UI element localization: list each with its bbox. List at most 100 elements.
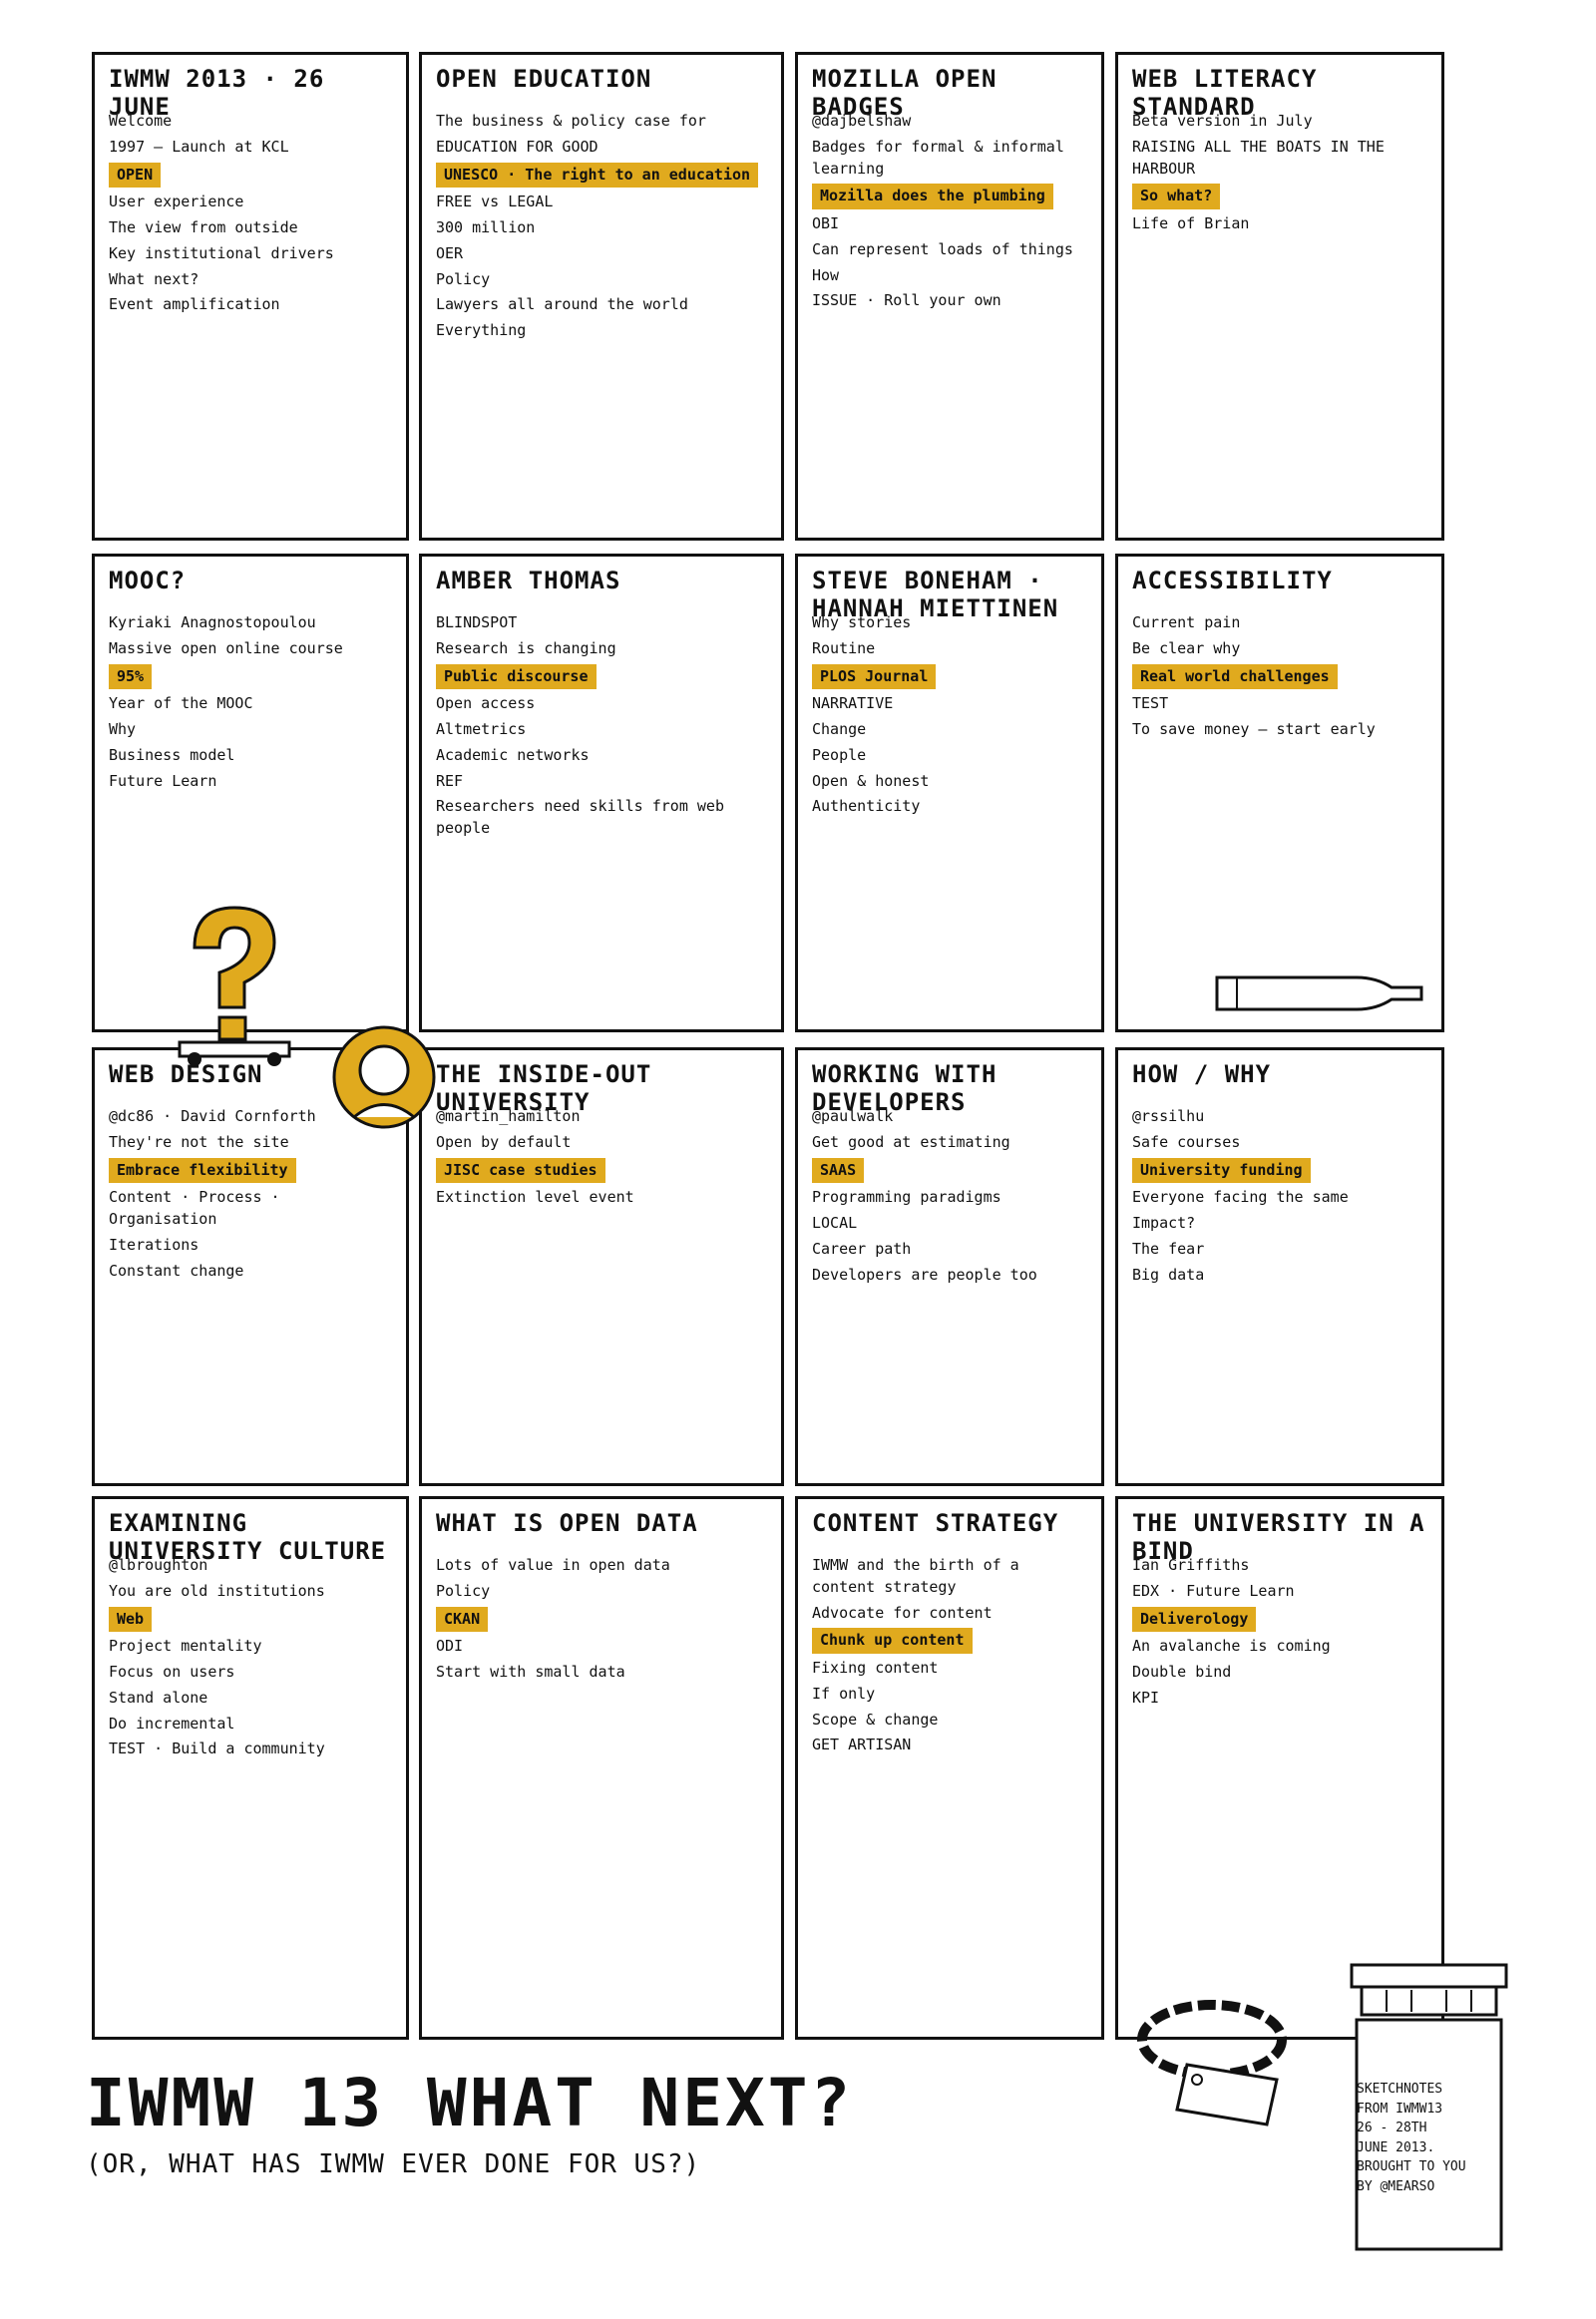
panel-note: Badges for formal & informal learning bbox=[812, 137, 1064, 178]
panel-note: Life of Brian bbox=[1132, 214, 1250, 232]
sketch-panel: Accessibility Current pain Be clear why Rea… bbox=[1115, 554, 1444, 1032]
panel-note: Get good at estimating bbox=[812, 1132, 1010, 1151]
panel-note: BLINDSPOT bbox=[436, 613, 518, 631]
panel-note: UNESCO · The right to an education bbox=[436, 162, 759, 189]
panel-note: Big data bbox=[1132, 1265, 1205, 1284]
panel-title: Steve Boneham · Hannah Miettinen bbox=[812, 567, 1059, 622]
sketch-panel: What is Open Data Lots of value in open d… bbox=[419, 1496, 784, 2040]
panel-note: 95% bbox=[109, 663, 153, 690]
credit-line: SKETCHNOTES bbox=[1357, 2082, 1443, 2097]
panel-note: Programming paradigms bbox=[812, 1188, 1001, 1207]
panel-title: IWMW 2013 · 26 June bbox=[109, 65, 325, 121]
panel-title: The Inside-Out University bbox=[436, 1060, 652, 1116]
panel-note: Impact? bbox=[1132, 1214, 1196, 1232]
question-mark-sculpture-icon bbox=[178, 906, 291, 1066]
panel-notes: Why stories Routine PLOS Journal NARRATIVE C… bbox=[812, 612, 1087, 822]
panel-notes: Beta version in July RAISING ALL THE BOAT… bbox=[1132, 111, 1427, 239]
sketch-panel: The Inside-Out University @martin_hamilto… bbox=[419, 1047, 784, 1486]
panel-note: Policy bbox=[436, 269, 491, 288]
panel-note: Key institutional drivers bbox=[109, 243, 334, 262]
panel-title: Web Literacy Standard bbox=[1132, 65, 1318, 121]
panel-note: So what? bbox=[1132, 184, 1221, 209]
panel-note: Kyriaki Anagnostopoulou bbox=[109, 613, 316, 631]
panel-note: Ian Griffiths bbox=[1132, 1556, 1250, 1574]
panel-note: Why stories bbox=[812, 613, 912, 631]
panel-note: PLOS Journal bbox=[812, 663, 937, 690]
panel-note: EDX · Future Learn bbox=[1132, 1581, 1295, 1600]
panel-title: Content Strategy bbox=[812, 1509, 1059, 1537]
panel-note: Deliverology bbox=[1132, 1606, 1257, 1633]
panel-note: Why bbox=[109, 720, 137, 738]
panel-note: Current pain bbox=[1132, 613, 1241, 631]
panel-note: Public discourse bbox=[436, 663, 597, 690]
panel-note: Web bbox=[109, 1606, 153, 1633]
panel-note: OPEN bbox=[109, 162, 162, 189]
sketch-panel: Steve Boneham · Hannah Miettinen Why stor… bbox=[795, 554, 1104, 1032]
panel-note: Focus on users bbox=[109, 1663, 235, 1681]
panel-notes: @dc86 · David Cornforth They're not the s… bbox=[109, 1106, 392, 1286]
panel-note: EDUCATION FOR GOOD bbox=[436, 137, 598, 156]
panel-note: LOCAL bbox=[812, 1214, 858, 1232]
panel-note: Lots of value in open data bbox=[436, 1556, 670, 1574]
panel-notes: @dajbelshaw Badges for formal & informal … bbox=[812, 111, 1087, 316]
panel-note: Event amplification bbox=[109, 295, 280, 314]
panel-note: Iterations bbox=[109, 1235, 200, 1254]
panel-notes: BLINDSPOT Research is changing Public disc… bbox=[436, 612, 767, 844]
panel-note: How bbox=[812, 265, 840, 284]
panel-note: To save money — start early bbox=[1132, 720, 1376, 738]
panel-note: Year of the MOOC bbox=[109, 694, 253, 713]
panel-note: Can represent loads of things bbox=[812, 239, 1073, 258]
panel-notes: @martin_hamilton Open by default JISC case… bbox=[436, 1106, 767, 1213]
panel-note: Open by default bbox=[436, 1132, 572, 1151]
panel-note: Extinction level event bbox=[436, 1188, 634, 1207]
portrait-medallion-icon bbox=[332, 1025, 436, 1129]
panel-note: ISSUE · Roll your own bbox=[812, 291, 1001, 310]
panel-note: Scope & change bbox=[812, 1710, 939, 1729]
panel-note: Lawyers all around the world bbox=[436, 295, 688, 314]
credit-line: BY @MEARSO bbox=[1357, 2178, 1435, 2194]
panel-notes: Current pain Be clear why Real world chall… bbox=[1132, 612, 1427, 745]
poster-title: IWMW 13 WHAT NEXT? bbox=[86, 2065, 854, 2141]
panel-note: KPI bbox=[1132, 1688, 1160, 1707]
panel-note: Welcome bbox=[109, 112, 173, 130]
panel-note: Routine bbox=[812, 638, 876, 657]
panel-note: Content · Process · Organisation bbox=[109, 1188, 280, 1228]
panel-note: You are old institutions bbox=[109, 1581, 325, 1600]
panel-note: Everything bbox=[436, 321, 527, 339]
panel-note: CKAN bbox=[436, 1606, 489, 1633]
panel-note: Business model bbox=[109, 745, 235, 764]
panel-title: Mozilla Open Badges bbox=[812, 65, 998, 121]
panel-notes: The business & policy case for EDUCATION … bbox=[436, 111, 767, 346]
sketch-panel: Open Education The business & policy case… bbox=[419, 52, 784, 541]
panel-note: Beta version in July bbox=[1132, 112, 1313, 130]
panel-note: Altmetrics bbox=[436, 720, 527, 738]
credit-line: BROUGHT TO YOU bbox=[1357, 2159, 1466, 2174]
panel-note: FREE vs LEGAL bbox=[436, 193, 554, 211]
luggage-tag-icon bbox=[1137, 2000, 1287, 2126]
sketch-panel: The University in a Bind Ian Griffiths EDX… bbox=[1115, 1496, 1444, 2040]
panel-note: Developers are people too bbox=[812, 1265, 1037, 1284]
panel-note: TEST bbox=[1132, 694, 1169, 713]
panel-note: OBI bbox=[812, 214, 840, 232]
panel-note: An avalanche is coming bbox=[1132, 1637, 1331, 1656]
panel-note: Research is changing bbox=[436, 638, 616, 657]
panel-note: Double bind bbox=[1132, 1663, 1232, 1681]
panel-title: MOOC? bbox=[109, 567, 187, 594]
panel-note: Be clear why bbox=[1132, 638, 1241, 657]
panel-title: How / Why bbox=[1132, 1060, 1272, 1088]
panel-note: If only bbox=[812, 1684, 876, 1703]
panel-note: Policy bbox=[436, 1581, 491, 1600]
credit-line: FROM IWMW13 bbox=[1357, 2101, 1443, 2117]
panel-note: @rssilhu bbox=[1132, 1107, 1205, 1125]
panel-note: The view from outside bbox=[109, 218, 298, 236]
panel-note: Chunk up content bbox=[812, 1628, 973, 1654]
credit-block: SKETCHNOTES FROM IWMW13 26 - 28TH JUNE 2… bbox=[1357, 2080, 1506, 2196]
panel-note: Authenticity bbox=[812, 797, 921, 816]
panel-note: NARRATIVE bbox=[812, 694, 894, 713]
poster-subtitle: (OR, WHAT HAS IWMW EVER DONE FOR US?) bbox=[86, 2149, 701, 2179]
panel-title: Working with Developers bbox=[812, 1060, 998, 1116]
panel-note: Fixing content bbox=[812, 1659, 939, 1677]
panel-note: Change bbox=[812, 720, 867, 738]
panel-note: Embrace flexibility bbox=[109, 1157, 296, 1184]
panel-note: Stand alone bbox=[109, 1688, 208, 1707]
